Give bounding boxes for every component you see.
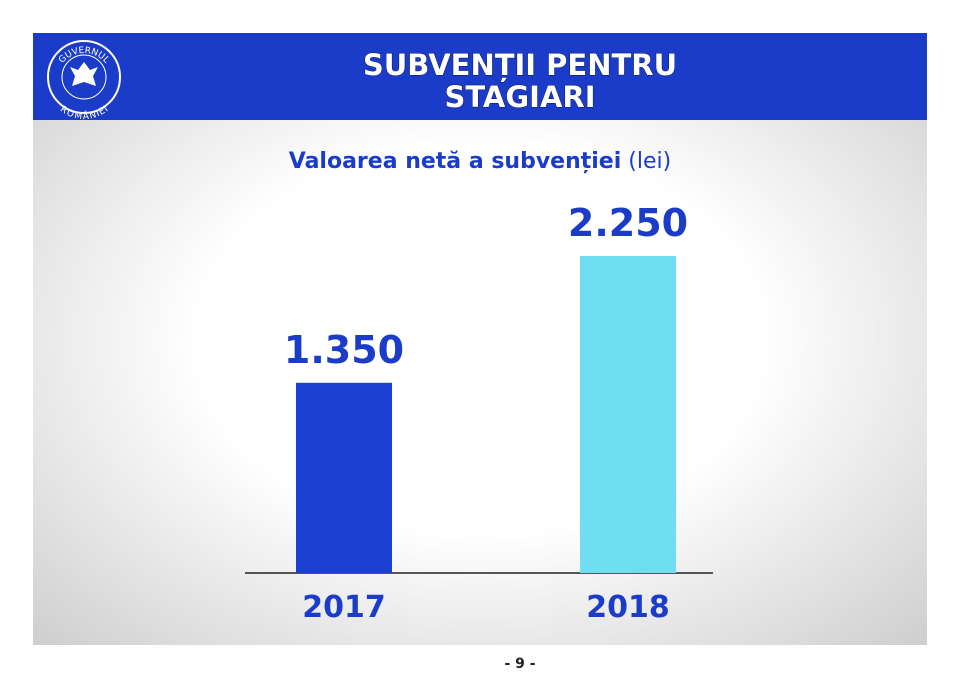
- bar: [296, 382, 392, 573]
- logo-inner-ring: [61, 54, 107, 100]
- page-number: - 9 -: [504, 656, 535, 672]
- logo-eagle: [70, 62, 98, 86]
- subtitle-text: Valoarea netă a subvenției: [289, 149, 622, 174]
- chart-title-line: STAGIARI: [444, 80, 595, 114]
- value-label: 1.350: [284, 328, 404, 372]
- logo-ring: [47, 40, 121, 114]
- bar: [580, 256, 676, 573]
- unit-text: (lei): [628, 149, 671, 174]
- slide-background: [33, 33, 927, 645]
- x-tick-label: 2017: [302, 590, 386, 625]
- chart-title-line: SUBVENȚII PENTRU: [363, 48, 677, 82]
- header-bar: [33, 33, 927, 120]
- value-label: 2.250: [568, 201, 688, 245]
- chart-subtitle: Valoarea netă a subvenției (lei): [289, 149, 671, 174]
- x-tick-label: 2018: [586, 590, 670, 625]
